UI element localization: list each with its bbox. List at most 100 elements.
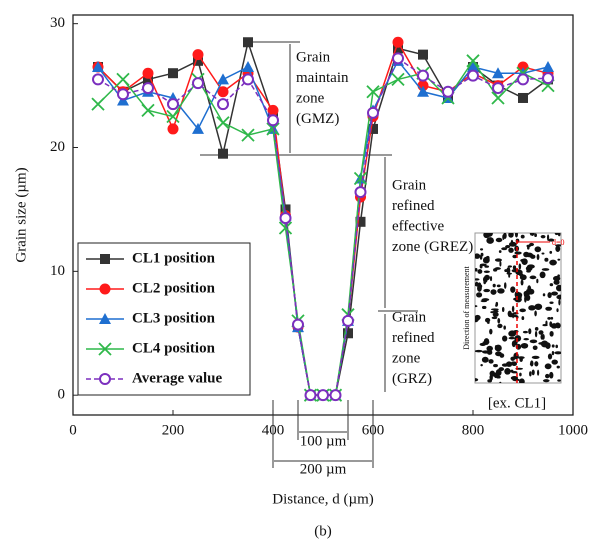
marker: [491, 91, 505, 105]
grain-blob: [512, 265, 517, 270]
y-tick-label: 0: [58, 387, 66, 403]
grain-blob: [484, 274, 490, 281]
marker: [329, 389, 342, 402]
grain-blob: [538, 330, 544, 335]
grain-blob: [486, 349, 493, 355]
grain-blob: [475, 253, 481, 259]
grain-blob: [475, 278, 480, 281]
grain-blob: [529, 362, 534, 366]
grain-blob: [557, 258, 561, 261]
grain-blob: [480, 248, 484, 251]
marker: [417, 85, 429, 97]
marker: [141, 103, 155, 117]
grain-blob: [514, 233, 518, 238]
marker: [292, 318, 304, 331]
marker: [354, 186, 367, 199]
grain-blob: [497, 288, 505, 294]
marker: [192, 122, 204, 134]
grain-blob: [547, 292, 552, 299]
grain-blob: [545, 373, 550, 379]
legend-marker: [99, 283, 111, 295]
marker: [267, 104, 279, 116]
grain-blob: [490, 308, 499, 311]
grain-blob: [542, 293, 546, 297]
grain-blob: [494, 345, 498, 348]
grain-blob: [480, 299, 488, 303]
grain-blob: [483, 270, 490, 274]
grain-blob: [525, 252, 534, 258]
grain-blob: [487, 321, 490, 324]
grain-blob: [476, 292, 483, 298]
grain-blob: [542, 334, 545, 340]
grain-blob: [481, 305, 487, 310]
marker: [166, 109, 180, 124]
x-tick-label: 200: [162, 422, 185, 438]
grain-blob: [555, 344, 559, 349]
grain-blob: [556, 294, 561, 300]
grain-blob: [513, 329, 519, 333]
legend-marker: [99, 313, 111, 324]
grain-blob: [525, 291, 534, 294]
grain-blob: [508, 336, 516, 340]
grain-blob: [528, 305, 536, 311]
annotation: refined: [392, 330, 435, 346]
grain-blob: [548, 238, 555, 242]
grain-blob: [519, 357, 523, 363]
grain-blob: [494, 258, 502, 262]
grain-blob: [495, 351, 502, 357]
grain-blob: [551, 350, 555, 356]
marker: [467, 61, 479, 73]
annotation: 200 µm: [300, 461, 347, 477]
y-tick-label: 20: [50, 139, 65, 155]
grain-blob: [544, 257, 549, 262]
marker: [192, 49, 204, 61]
grain-blob: [556, 365, 560, 369]
grain-blob: [519, 372, 522, 377]
marker: [542, 61, 554, 73]
grain-blob: [488, 237, 491, 240]
marker: [216, 116, 230, 130]
grain-blob: [521, 258, 528, 266]
x-tick-label: 600: [362, 422, 385, 438]
grain-blob: [527, 252, 530, 256]
grain-blob: [513, 352, 519, 360]
marker: [192, 77, 204, 90]
grain-blob: [483, 338, 490, 346]
grain-blob: [541, 268, 550, 271]
grain-blob: [534, 233, 537, 238]
marker: [317, 389, 329, 402]
grain-blob: [534, 330, 538, 338]
grain-blob: [486, 237, 494, 244]
grain-blob: [518, 378, 525, 383]
grain-blob: [495, 304, 498, 307]
grain-blob: [492, 312, 499, 317]
grain-blob: [475, 378, 479, 382]
grain-blob: [546, 234, 550, 242]
x-tick-label: 400: [262, 422, 285, 438]
grain-blob: [501, 247, 508, 251]
grain-blob: [551, 291, 558, 296]
grain-blob: [536, 278, 539, 284]
grain-blob: [514, 291, 520, 298]
grain-blob: [479, 263, 483, 269]
inset-texture: [475, 233, 561, 383]
legend-label: Average value: [132, 370, 222, 386]
grain-blob: [556, 284, 561, 292]
grain-blob: [514, 251, 522, 255]
annotation: zone: [392, 350, 421, 366]
grain-blob: [490, 289, 497, 295]
grain-blob: [558, 299, 561, 306]
grain-blob: [483, 233, 490, 239]
marker: [353, 171, 368, 186]
grain-blob: [547, 317, 552, 320]
x-tick-label: 1000: [558, 422, 588, 438]
marker: [542, 72, 554, 85]
marker: [342, 314, 354, 327]
grain-blob: [557, 233, 561, 237]
grain-blob: [475, 267, 478, 272]
grain-blob: [477, 269, 483, 274]
inset-image: [474, 232, 562, 384]
y-tick-label: 30: [50, 15, 65, 31]
grain-blob: [545, 320, 548, 326]
marker: [279, 212, 292, 225]
